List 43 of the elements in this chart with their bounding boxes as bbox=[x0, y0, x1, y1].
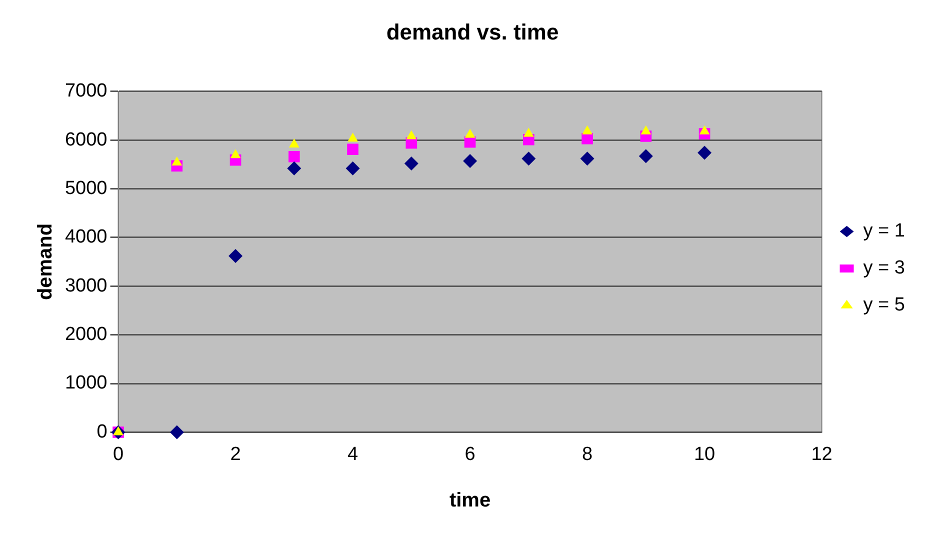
point bbox=[347, 144, 358, 155]
legend-label: y = 5 bbox=[863, 294, 906, 316]
point bbox=[346, 161, 360, 176]
y-tick-label: 7000 bbox=[64, 80, 108, 102]
point bbox=[699, 125, 710, 134]
point bbox=[348, 132, 358, 142]
x-tick-label: 10 bbox=[694, 444, 716, 465]
chart-title: demand vs. time bbox=[386, 19, 559, 44]
point bbox=[406, 130, 417, 140]
point bbox=[170, 425, 184, 440]
point bbox=[287, 161, 302, 176]
y-axis-title: demand bbox=[34, 223, 57, 300]
point bbox=[522, 152, 536, 166]
point bbox=[404, 156, 418, 170]
point bbox=[523, 128, 534, 137]
x-tick-label: 2 bbox=[230, 444, 241, 465]
point bbox=[464, 128, 476, 138]
y-tick-label: 1000 bbox=[64, 372, 108, 394]
x-tick-label: 4 bbox=[347, 444, 358, 465]
y-tick-label: 0 bbox=[96, 421, 108, 442]
legend-label: y = 3 bbox=[863, 258, 906, 279]
legend-label: y = 1 bbox=[863, 220, 906, 242]
y-tick-label: 3000 bbox=[64, 275, 108, 296]
point bbox=[288, 150, 300, 162]
point bbox=[228, 248, 243, 263]
point bbox=[580, 152, 594, 166]
point bbox=[463, 154, 478, 168]
point bbox=[638, 149, 653, 164]
y-tick-label: 5000 bbox=[64, 178, 108, 200]
point bbox=[230, 149, 241, 158]
x-tick-label: 0 bbox=[112, 444, 124, 465]
point bbox=[288, 138, 300, 148]
point bbox=[172, 156, 182, 166]
y-tick-label: 2000 bbox=[64, 324, 108, 346]
x-axis-title: time bbox=[449, 490, 491, 512]
x-tick-label: 8 bbox=[582, 444, 593, 465]
y-tick-label: 4000 bbox=[64, 226, 108, 248]
point bbox=[698, 146, 712, 160]
x-tick-label: 6 bbox=[464, 444, 476, 465]
point bbox=[640, 125, 652, 134]
point bbox=[582, 125, 592, 134]
x-tick-label: 12 bbox=[811, 444, 832, 465]
y-tick-label: 6000 bbox=[64, 129, 108, 150]
